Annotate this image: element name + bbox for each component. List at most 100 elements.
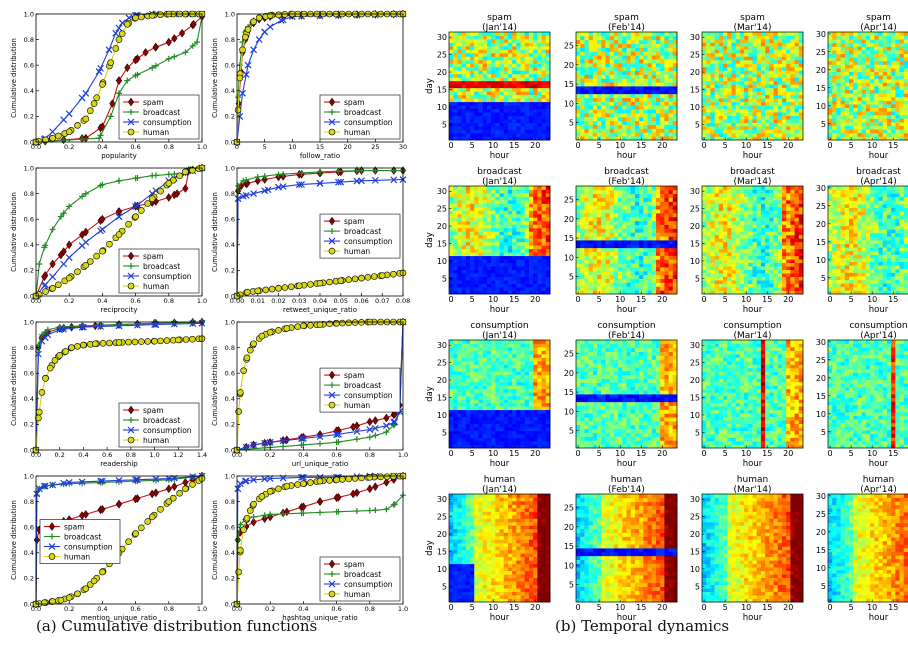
heat-cell [520, 56, 526, 61]
heat-cell [630, 62, 636, 68]
heat-cell [874, 60, 879, 65]
heat-cell [777, 84, 783, 89]
heat-cell [495, 94, 500, 99]
heat-cell [643, 59, 648, 64]
heat-cell [710, 122, 716, 127]
heat-cell [524, 283, 530, 288]
heat-cell [727, 77, 732, 82]
y-tick-label: 0.4 [225, 241, 235, 249]
x-tick-label: 0.8 [164, 143, 174, 151]
heat-cell [714, 87, 720, 92]
heat-cell [786, 119, 791, 123]
heat-cell [528, 290, 534, 295]
heat-cell [453, 122, 458, 127]
heat-cell [903, 68, 908, 72]
heat-cell [516, 70, 521, 75]
heat-cell [622, 59, 627, 64]
heat-cell [777, 38, 783, 43]
consumption-marker [250, 476, 258, 484]
heat-cell [516, 112, 521, 117]
heat-cell [668, 70, 674, 75]
heat-cell [849, 118, 854, 123]
heat-cell [643, 101, 648, 106]
spam-marker [132, 55, 139, 65]
heat-cell [874, 132, 879, 137]
heat-cell [702, 91, 707, 96]
heat-cell [499, 32, 505, 36]
heat-cell [491, 266, 496, 271]
heat-cell [512, 217, 517, 222]
human-marker [62, 348, 69, 355]
heat-cell [739, 105, 745, 110]
broadcast-marker [128, 417, 134, 423]
consumption-marker [366, 426, 374, 433]
heat-cell [470, 80, 475, 85]
heat-cell [512, 112, 517, 117]
spam-marker [372, 482, 379, 492]
heat-cell [541, 224, 547, 229]
heat-cell [533, 119, 538, 123]
heat-cell [718, 91, 724, 96]
heat-cell [844, 129, 850, 134]
y-tick-label: 1.0 [24, 472, 34, 480]
heat-cell [457, 220, 463, 225]
heat-cell [524, 196, 530, 201]
heat-cell [630, 86, 636, 91]
heat-cell [495, 287, 500, 291]
heat-cell [520, 196, 526, 201]
y-tick-label: 20 [564, 61, 574, 70]
heat-cell [520, 262, 526, 267]
heat-cell [491, 108, 496, 113]
heat-cell [491, 77, 496, 82]
heat-cell [524, 94, 530, 99]
consumption-marker [328, 118, 336, 126]
heat-cell [840, 75, 846, 80]
human-marker [235, 408, 242, 415]
heat-cell [647, 47, 653, 52]
heat-cell [470, 45, 475, 50]
heat-cell [702, 77, 707, 82]
heat-cell [533, 248, 538, 253]
human-marker [383, 473, 391, 480]
heat-cell [832, 60, 837, 65]
heat-cell [714, 122, 720, 127]
heat-cell [609, 128, 615, 133]
heat-cell [545, 49, 551, 54]
heat-cell [844, 114, 850, 119]
heat-cell [849, 93, 854, 98]
heat-cell [503, 280, 509, 284]
heat-cell [537, 108, 542, 113]
consumption-marker [295, 181, 303, 189]
series-human [32, 164, 206, 300]
heat-cell [790, 105, 795, 110]
heat-cell [503, 133, 509, 137]
heat-cell [773, 80, 779, 85]
legend-entry-consumption: consumption [324, 118, 393, 127]
heat-cell [495, 122, 500, 127]
heat-cell [744, 91, 749, 96]
heat-cell [449, 186, 454, 190]
consumption-marker [115, 322, 123, 330]
heat-cell [503, 224, 509, 229]
heat-cell [507, 276, 513, 281]
consumption-marker [132, 202, 140, 210]
heat-cell [499, 273, 505, 277]
heat-cell [756, 45, 762, 50]
heat-cell [495, 133, 500, 137]
heat-cell [486, 73, 492, 78]
heat-cell [449, 238, 454, 243]
heat-cell [491, 234, 496, 239]
heat-cell [861, 100, 867, 105]
heat-cell [643, 93, 648, 98]
heat-cell [449, 245, 454, 250]
heat-cell [903, 129, 908, 134]
heat-cell [470, 133, 475, 137]
heat-cell [545, 196, 551, 201]
heat-cell [706, 59, 711, 64]
heatmap-frame [448, 185, 551, 295]
heat-cell [647, 124, 653, 129]
heat-cell [453, 119, 458, 123]
heat-cell [524, 234, 530, 239]
heat-cell [499, 192, 505, 197]
heat-cell [580, 105, 585, 110]
